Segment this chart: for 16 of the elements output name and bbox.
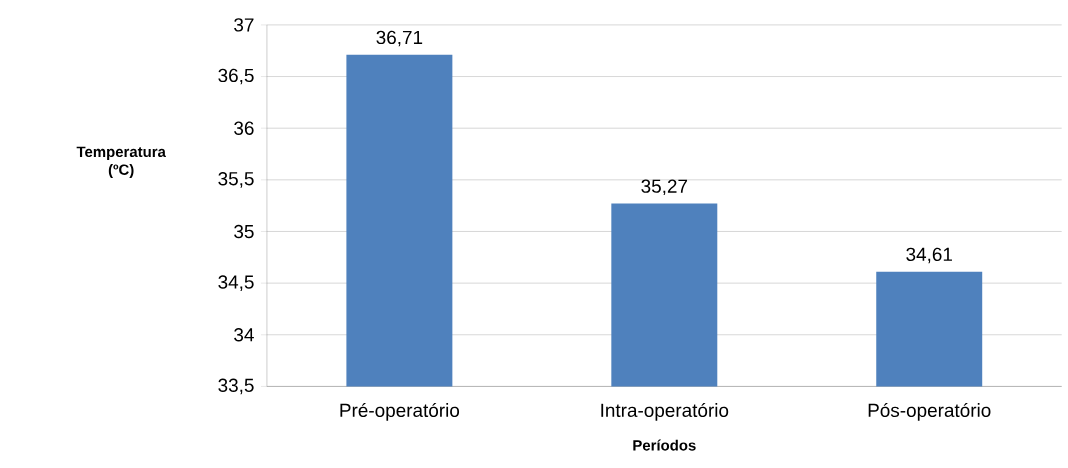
y-tick-label: 34 [234,328,254,342]
data-label: 36,71 [376,30,423,47]
y-tick-label: 34,5 [218,275,254,291]
y-tick-label: 35 [234,224,254,239]
x-tick-label: Pós-operatório [868,402,991,421]
x-axis-title: Períodos [633,439,696,451]
x-tick-label: Intra-operatório [601,402,729,421]
y-tick-label: 33,5 [218,378,254,395]
y-axis-title: Temperatura (ºC) [76,146,166,178]
y-tick-label: 35,5 [218,171,254,188]
data-label: 34,61 [906,247,952,264]
y-tick-label: 36 [234,121,254,135]
y-tick-label: 36,5 [218,68,254,85]
x-tick-label: Pré-operatório [340,402,460,421]
y-tick-label: 37 [234,18,254,32]
data-label: 35,27 [641,179,688,196]
